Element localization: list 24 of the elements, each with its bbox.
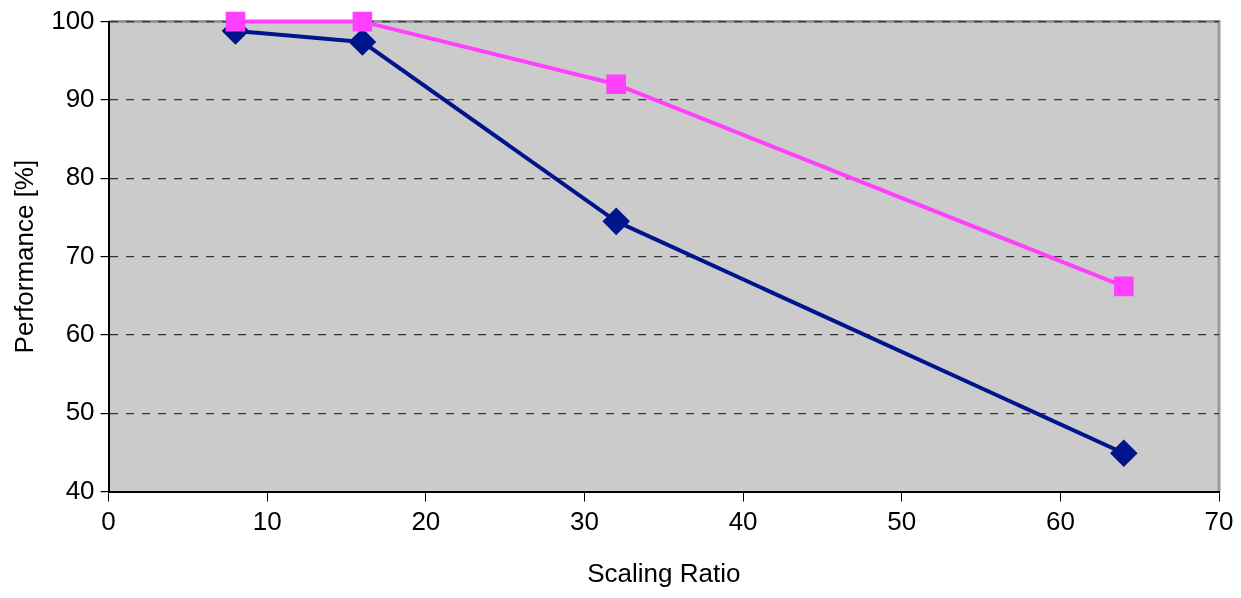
- point: [225, 11, 246, 32]
- y-tick-label: 40: [65, 474, 95, 505]
- y-tick-label: 100: [51, 4, 95, 35]
- y-tick-label: 60: [65, 318, 95, 349]
- x-tick-label: 30: [570, 506, 599, 537]
- point: [349, 28, 376, 55]
- y-axis-title: Performance [%]: [8, 159, 39, 354]
- point: [603, 208, 630, 235]
- x-tick-label: 70: [1204, 506, 1234, 537]
- point: [1110, 440, 1137, 467]
- point: [352, 11, 373, 32]
- y-tick-label: 70: [65, 239, 95, 270]
- x-tick-label: 20: [411, 506, 441, 537]
- y-tick-label: 90: [65, 83, 95, 114]
- x-tick-label: 60: [1045, 506, 1075, 537]
- y-tick-label: 80: [65, 161, 95, 192]
- x-tick-label: 10: [252, 506, 282, 537]
- x-tick-label: 50: [887, 506, 917, 537]
- x-tick-label: 0: [101, 506, 116, 537]
- point: [606, 74, 626, 95]
- x-axis-title: Scaling Ratio: [587, 557, 741, 588]
- point: [1114, 276, 1134, 297]
- y-tick-label: 50: [65, 396, 95, 427]
- x-tick-label: 40: [728, 506, 758, 537]
